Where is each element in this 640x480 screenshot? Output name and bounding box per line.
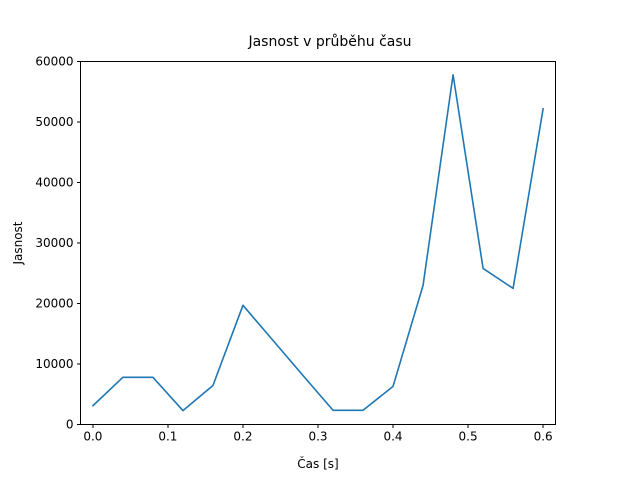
data-series-group	[92, 74, 544, 412]
x-axis-ticks: 0.0 0.1 0.2 0.3 0.4 0.5 0.6	[83, 424, 553, 443]
x-tick-label: 0.4	[383, 429, 402, 443]
y-tick-label: 0	[66, 418, 74, 432]
chart-title: Jasnost v průběhu času	[247, 34, 411, 50]
x-tick-label: 0.0	[83, 429, 102, 443]
x-axis-title: Čas [s]	[297, 456, 338, 471]
y-tick-label: 30000	[35, 236, 73, 250]
x-tick-label: 0.6	[534, 429, 553, 443]
y-tick-label: 50000	[35, 115, 73, 129]
x-tick-label: 0.3	[308, 429, 327, 443]
y-tick-label: 20000	[35, 297, 73, 311]
x-tick-label: 0.5	[459, 429, 478, 443]
y-tick-label: 60000	[35, 55, 73, 69]
x-tick-label: 0.1	[158, 429, 177, 443]
y-axis-ticks: 0 10000 20000 30000 40000 50000 60000	[35, 55, 81, 432]
data-series-line	[92, 74, 544, 412]
x-tick-label: 0.2	[233, 429, 252, 443]
y-tick-label: 40000	[35, 176, 73, 190]
y-tick-label: 10000	[35, 357, 73, 371]
y-axis-title: Jasnost	[11, 221, 25, 265]
